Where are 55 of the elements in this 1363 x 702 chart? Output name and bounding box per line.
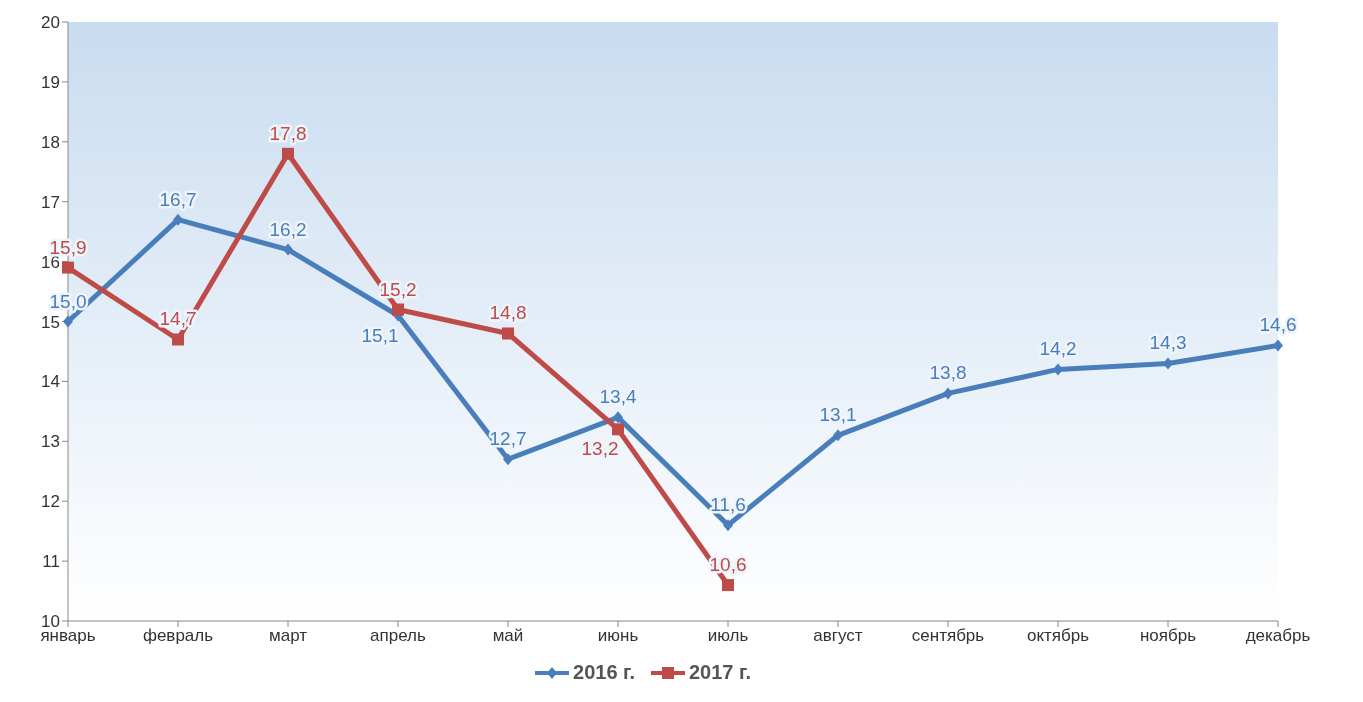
y-tick-label: 13 xyxy=(41,432,60,452)
x-tick-label: октябрь xyxy=(1026,626,1090,646)
point xyxy=(62,261,74,274)
point xyxy=(282,147,294,160)
y-tick-label: 17 xyxy=(41,192,60,212)
data-label: 14,8 xyxy=(489,302,527,324)
point xyxy=(612,423,624,436)
point xyxy=(173,213,183,226)
point xyxy=(833,429,843,442)
point xyxy=(283,243,293,256)
x-tick-label: май xyxy=(492,626,524,646)
x-tick-label: март xyxy=(268,626,308,646)
data-label: 13,8 xyxy=(929,362,967,384)
point xyxy=(502,327,514,340)
x-tick-label: сентябрь xyxy=(911,626,985,646)
x-tick-label: апрель xyxy=(370,626,427,646)
x-tick-label: июнь xyxy=(597,626,639,646)
data-label: 13,4 xyxy=(599,386,637,408)
data-label: 15,0 xyxy=(49,290,87,312)
point xyxy=(1163,357,1173,370)
data-label: 17,8 xyxy=(269,122,307,144)
y-tick-label: 18 xyxy=(41,132,60,152)
x-tick-label: февраль xyxy=(142,626,214,646)
y-tick-label: 14 xyxy=(41,372,60,392)
x-tick-label: ноябрь xyxy=(1139,626,1197,646)
data-label: 13,2 xyxy=(581,438,619,460)
y-tick-label: 11 xyxy=(42,552,60,572)
point xyxy=(392,303,404,316)
point xyxy=(943,387,953,400)
y-tick-label: 20 xyxy=(41,13,60,33)
point xyxy=(503,453,513,466)
data-label: 15,9 xyxy=(49,236,87,258)
y-tick-label: 12 xyxy=(41,492,60,512)
x-tick-label: август xyxy=(813,626,863,646)
x-tick-label: июль xyxy=(707,626,749,646)
legend-label: 2016 г. xyxy=(572,661,635,684)
y-tick-label: 19 xyxy=(41,72,60,92)
point xyxy=(613,411,623,424)
point xyxy=(1053,363,1063,376)
data-label: 14,2 xyxy=(1039,338,1077,360)
point xyxy=(723,519,733,532)
point xyxy=(1273,339,1283,352)
point xyxy=(722,579,734,592)
data-label: 14,6 xyxy=(1259,314,1297,336)
point xyxy=(172,333,184,346)
data-label: 13,1 xyxy=(819,404,857,426)
data-label: 16,2 xyxy=(269,218,307,240)
legend-label: 2017 г. xyxy=(688,661,751,684)
data-label: 15,1 xyxy=(361,324,399,346)
point xyxy=(63,315,73,328)
data-label: 16,7 xyxy=(159,188,197,210)
y-tick-label: 15 xyxy=(41,312,60,332)
data-label: 14,3 xyxy=(1149,332,1187,354)
data-label: 11,6 xyxy=(710,494,746,516)
x-tick-label: декабрь xyxy=(1245,626,1311,646)
